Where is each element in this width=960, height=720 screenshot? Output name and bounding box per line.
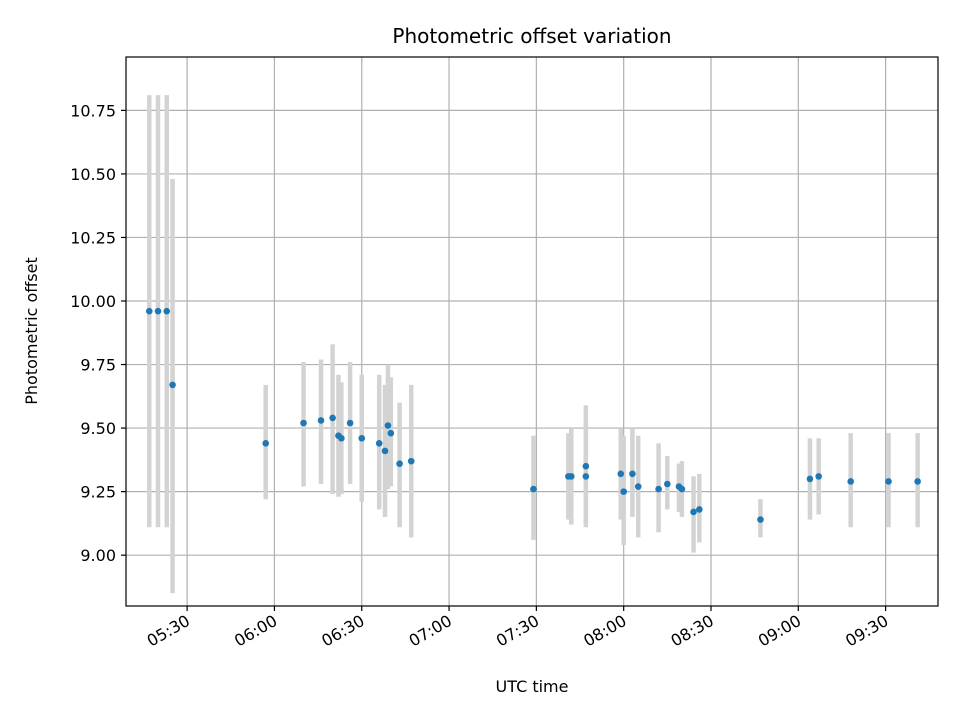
y-tick-label: 10.50 bbox=[70, 165, 116, 184]
y-tick-label: 10.25 bbox=[70, 228, 116, 247]
data-point bbox=[338, 434, 345, 442]
grid bbox=[126, 57, 938, 606]
plot-frame bbox=[125, 56, 939, 607]
data-point bbox=[757, 516, 764, 523]
data-point bbox=[678, 485, 686, 493]
data-point bbox=[384, 422, 392, 429]
data-point bbox=[530, 485, 537, 493]
data-point bbox=[582, 473, 590, 480]
data-point bbox=[375, 440, 383, 447]
data-point bbox=[690, 508, 697, 516]
y-axis-label: Photometric offset bbox=[22, 257, 41, 405]
y-tick-label: 9.50 bbox=[80, 419, 116, 438]
data-point bbox=[620, 488, 627, 495]
chart-title: Photometric offset variation bbox=[392, 24, 671, 48]
data-point bbox=[567, 473, 575, 480]
x-axis-label: UTC time bbox=[496, 677, 569, 696]
data-point bbox=[885, 478, 892, 485]
data-point bbox=[396, 460, 403, 467]
data-point bbox=[655, 485, 662, 493]
y-tick-label: 10.00 bbox=[70, 292, 116, 311]
data-point bbox=[346, 419, 354, 427]
data-point bbox=[381, 447, 389, 455]
data-point bbox=[262, 440, 269, 447]
data-points bbox=[145, 307, 921, 523]
data-point bbox=[617, 470, 625, 478]
y-tick-label: 9.75 bbox=[80, 356, 116, 375]
data-point bbox=[806, 475, 814, 483]
data-point bbox=[407, 457, 415, 465]
data-point bbox=[582, 462, 590, 470]
data-point bbox=[300, 419, 307, 427]
data-point bbox=[169, 381, 176, 389]
data-point bbox=[634, 483, 642, 490]
data-point bbox=[815, 473, 822, 480]
data-point bbox=[664, 480, 671, 488]
data-point bbox=[914, 478, 921, 485]
data-point bbox=[387, 429, 395, 437]
data-point bbox=[696, 506, 703, 513]
data-point bbox=[847, 478, 854, 485]
data-point bbox=[358, 434, 366, 442]
data-point bbox=[317, 417, 325, 424]
data-point bbox=[145, 307, 153, 315]
y-tick-label: 9.25 bbox=[80, 483, 116, 502]
y-axis: 9.00 9.25 9.50 9.75 10.00 10.25 10.50 10.75 bbox=[70, 101, 126, 565]
y-tick-label: 10.75 bbox=[70, 101, 116, 120]
data-point bbox=[329, 414, 336, 422]
data-point bbox=[629, 470, 636, 478]
data-point bbox=[163, 307, 171, 315]
data-point bbox=[154, 307, 162, 315]
y-tick-label: 9.00 bbox=[80, 546, 116, 565]
